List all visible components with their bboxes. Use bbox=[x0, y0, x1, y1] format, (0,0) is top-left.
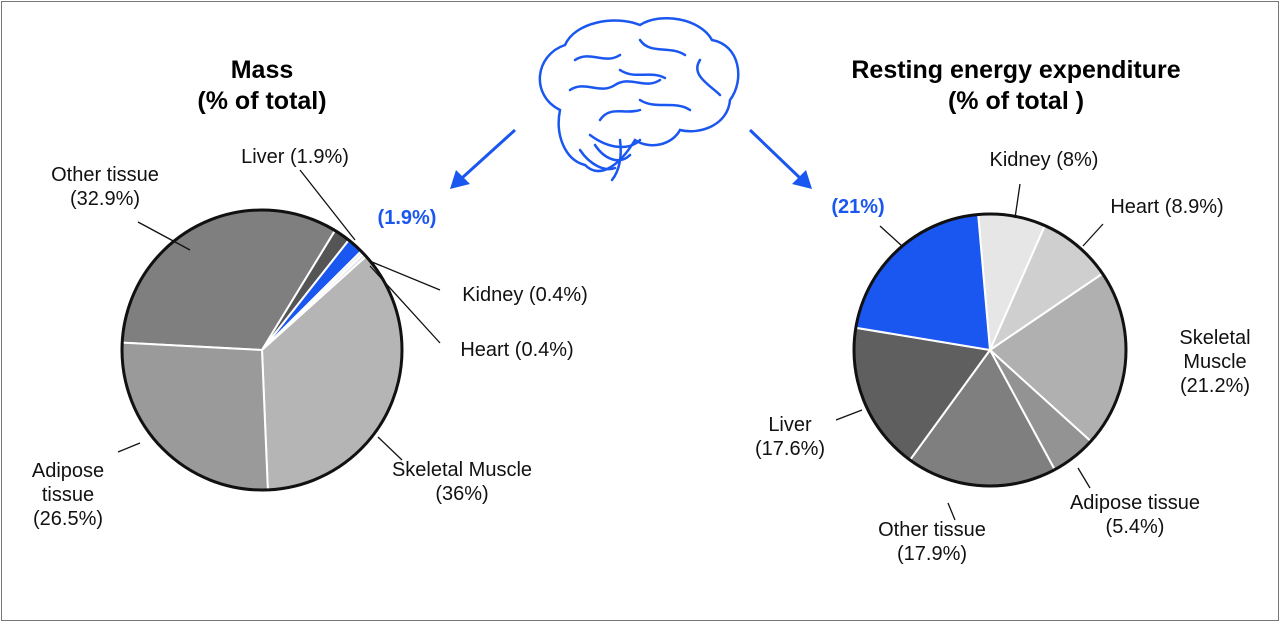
title-line: Mass bbox=[230, 56, 294, 84]
slice-name: Skeletal Muscle bbox=[1179, 327, 1251, 373]
slice-label: Kidney (0.4%) bbox=[425, 283, 625, 307]
slice-value-label: (5.4%) bbox=[1105, 516, 1165, 538]
subtitle-line: (% of total ) bbox=[947, 87, 1085, 115]
slice-value-label: (8%) bbox=[1056, 149, 1099, 171]
slice-value-label: (17.6%) bbox=[754, 438, 826, 460]
slice-value-label: (32.9%) bbox=[69, 188, 141, 210]
slice-label: (21%) bbox=[808, 195, 908, 219]
slice-name: Adipose tissue bbox=[31, 460, 105, 506]
slice-label: Adipose tissue (26.5%) bbox=[18, 459, 118, 531]
chart-title: Resting energy expenditure (% of total ) bbox=[851, 55, 1180, 117]
leader-line bbox=[137, 221, 191, 251]
slice-value-label: (1.9%) bbox=[377, 207, 437, 229]
leader-line bbox=[835, 409, 863, 421]
pie-slice bbox=[854, 213, 992, 352]
leader-line bbox=[117, 442, 141, 453]
slice-label: Adipose tissue (5.4%) bbox=[1025, 491, 1245, 539]
slice-label: Other tissue (32.9%) bbox=[25, 163, 185, 211]
slice-name: Other tissue bbox=[878, 519, 986, 541]
slice-value-label: (8.9%) bbox=[1164, 196, 1224, 218]
slice-value-label: (26.5%) bbox=[32, 508, 104, 530]
slice-name: Skeletal Muscle bbox=[391, 459, 533, 481]
slice-value-label: (21.2%) bbox=[1179, 375, 1251, 397]
slice-name: Kidney bbox=[462, 284, 524, 306]
slice-value-label: (36%) bbox=[435, 483, 489, 505]
leader-line bbox=[1082, 223, 1104, 247]
pie-slice bbox=[121, 341, 269, 491]
slice-value-label: (0.4%) bbox=[514, 339, 574, 361]
title-line: Resting energy expenditure bbox=[851, 56, 1181, 84]
slice-value-label: (0.4%) bbox=[528, 284, 588, 306]
leader-line bbox=[369, 265, 441, 344]
pie-outline bbox=[852, 212, 1128, 488]
slice-value-label: (1.9%) bbox=[290, 146, 349, 168]
arrows bbox=[450, 128, 812, 189]
leader-line bbox=[1077, 467, 1091, 489]
slice-label: Skeletal Muscle (21.2%) bbox=[1165, 326, 1265, 398]
slice-name: Heart bbox=[460, 339, 510, 361]
brain-icon bbox=[538, 17, 740, 182]
pie-outline bbox=[120, 208, 404, 492]
slice-name: Heart bbox=[1110, 196, 1160, 218]
leader-line bbox=[947, 502, 956, 521]
slice-value-label: (21%) bbox=[831, 196, 885, 218]
slice-name: Other tissue bbox=[51, 164, 159, 186]
slice-label: Skeletal Muscle (36%) bbox=[362, 458, 562, 506]
slice-label: Other tissue (17.9%) bbox=[852, 518, 1012, 566]
subtitle-line: (% of total) bbox=[197, 87, 327, 115]
slice-label: Heart (0.4%) bbox=[417, 338, 617, 362]
chart-title: Mass (% of total) bbox=[197, 55, 326, 117]
slice-value-label: (17.9%) bbox=[896, 543, 968, 565]
leader-line bbox=[879, 225, 903, 247]
slice-name: Kidney bbox=[989, 149, 1051, 171]
leader-line bbox=[371, 261, 441, 291]
slice-label: (1.9%) bbox=[357, 206, 457, 230]
leader-line bbox=[1014, 183, 1021, 219]
slice-label: Kidney (8%) bbox=[964, 148, 1124, 172]
slice-label: Liver (17.6%) bbox=[740, 413, 840, 461]
slice-name: Liver bbox=[768, 414, 812, 436]
slice-name: Adipose tissue bbox=[1069, 492, 1201, 514]
slice-label: Heart (8.9%) bbox=[1087, 195, 1247, 219]
leader-line bbox=[299, 169, 356, 241]
slice-label: Liver (1.9%) bbox=[195, 145, 395, 169]
slice-name: Liver bbox=[241, 146, 285, 168]
leader-line bbox=[377, 436, 403, 461]
